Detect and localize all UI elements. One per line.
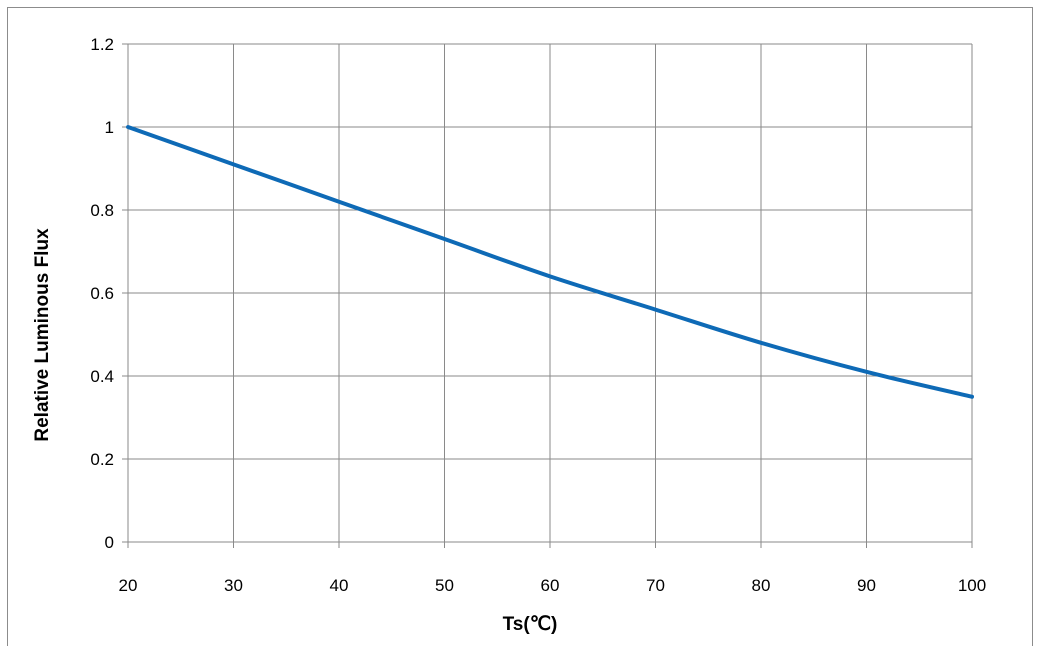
x-tick-label: 40 [330,576,349,595]
x-tick-label: 50 [435,576,454,595]
x-axis-title: Ts(℃) [503,614,558,635]
x-tick-label: 70 [646,576,665,595]
y-tick-label: 1.2 [90,35,114,54]
y-tick-label: 1 [105,118,114,137]
y-tick-label: 0.8 [90,201,114,220]
y-tick-label: 0.2 [90,450,114,469]
y-tick-label: 0 [105,533,114,552]
x-tick-label: 100 [958,576,986,595]
series-line [126,125,974,399]
x-tick-label: 30 [224,576,243,595]
x-tick-label: 60 [541,576,560,595]
x-axis-tick-labels: 20 30 40 50 60 70 80 90 100 [119,576,987,595]
x-tick-label: 90 [857,576,876,595]
grid [122,43,973,548]
y-tick-label: 0.4 [90,367,114,386]
y-axis-title: Relative Luminous Flux [32,228,53,442]
x-tick-label: 80 [752,576,771,595]
x-tick-label: 20 [119,576,138,595]
series-layer [126,125,974,399]
y-axis-tick-labels: 0 0.2 0.4 0.6 0.8 1 1.2 [90,35,114,552]
y-tick-label: 0.6 [90,284,114,303]
chart-frame [7,7,1033,646]
